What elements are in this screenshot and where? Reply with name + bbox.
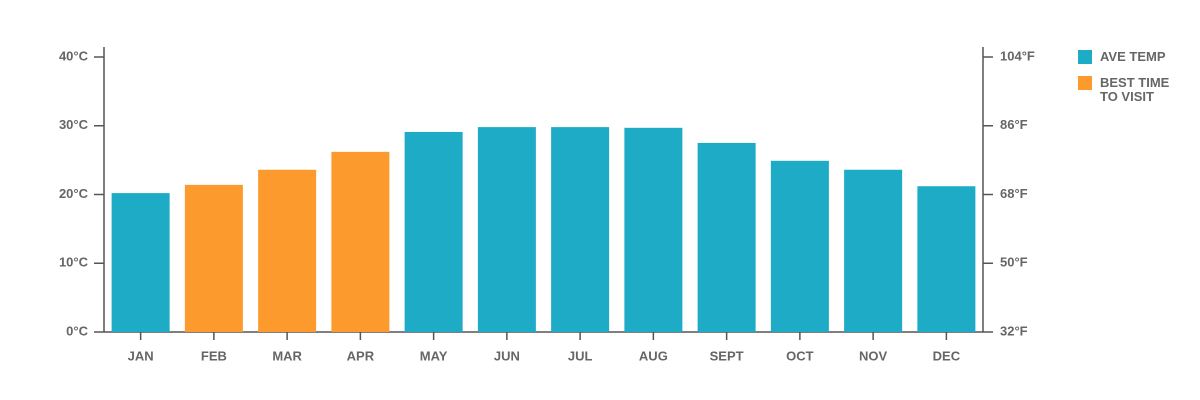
bar	[551, 127, 610, 332]
legend: AVE TEMP BEST TIME TO VISIT	[1078, 50, 1188, 116]
bar	[404, 131, 463, 332]
legend-label: AVE TEMP	[1100, 49, 1166, 64]
legend-item: AVE TEMP	[1078, 50, 1188, 64]
y-tick-label: 30°C	[59, 117, 89, 132]
bar	[477, 127, 536, 332]
y-tick-label: 0°C	[66, 323, 88, 338]
y-tick-label: 10°C	[59, 255, 89, 270]
x-tick-label: JAN	[128, 348, 154, 363]
bar	[111, 193, 170, 332]
x-tick-label: FEB	[201, 348, 227, 363]
y2-tick-label: 104°F	[1000, 48, 1035, 63]
x-tick-label: DEC	[933, 348, 961, 363]
x-tick-label: SEPT	[710, 348, 744, 363]
y2-tick-label: 32°F	[1000, 323, 1028, 338]
bar	[844, 169, 903, 332]
x-tick-label: MAR	[272, 348, 302, 363]
x-tick-label: NOV	[859, 348, 888, 363]
x-tick-label: MAY	[420, 348, 448, 363]
y2-tick-label: 86°F	[1000, 117, 1028, 132]
bar	[331, 151, 390, 332]
bar	[770, 160, 829, 332]
y2-tick-label: 68°F	[1000, 186, 1028, 201]
bar	[258, 169, 317, 332]
x-tick-label: AUG	[639, 348, 668, 363]
legend-swatch	[1078, 50, 1092, 64]
legend-label: BEST TIME TO VISIT	[1100, 75, 1170, 104]
bar	[917, 186, 976, 332]
x-tick-label: JUL	[568, 348, 593, 363]
bar	[697, 142, 756, 332]
chart: 0°C 10°C 20°C 30°C 40°C 32°F 50°F 68°F 86°F 104°F…	[59, 47, 1035, 363]
bar	[184, 184, 243, 332]
x-tick-label: OCT	[786, 348, 814, 363]
bar	[624, 127, 683, 332]
legend-swatch	[1078, 76, 1092, 90]
y2-tick-label: 50°F	[1000, 255, 1028, 270]
legend-item: BEST TIME TO VISIT	[1078, 76, 1188, 104]
y-tick-label: 20°C	[59, 186, 89, 201]
x-tick-label: JUN	[494, 348, 520, 363]
y-tick-label: 40°C	[59, 48, 89, 63]
x-tick-label: APR	[347, 348, 375, 363]
